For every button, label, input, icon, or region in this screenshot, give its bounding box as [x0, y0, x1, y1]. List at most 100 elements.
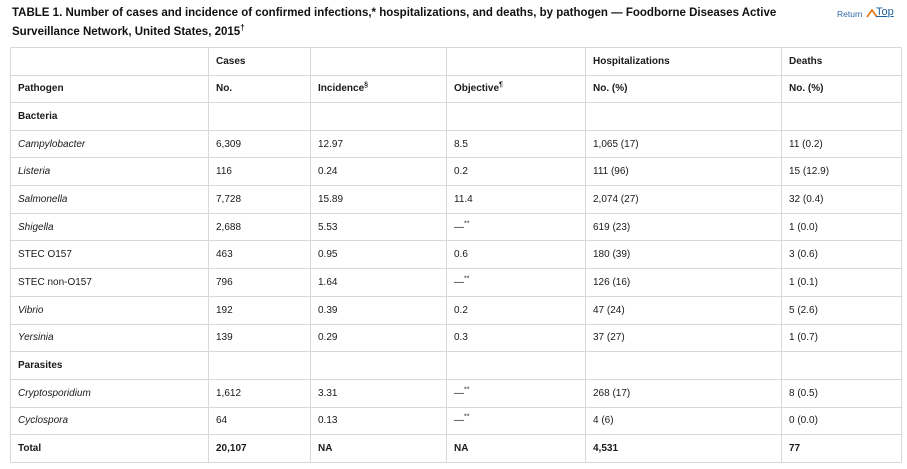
- cases-cell: 1,612: [208, 378, 311, 408]
- objective-cell: —**: [446, 212, 586, 242]
- header-deaths: Deaths: [781, 47, 902, 76]
- total-incidence: NA: [310, 434, 447, 463]
- return-label: Return: [837, 9, 863, 19]
- pathogen-cell: Campylobacter: [10, 129, 209, 159]
- top-label: Top: [876, 6, 894, 18]
- incidence-cell: 0.29: [310, 323, 447, 353]
- pathogen-cell: STEC O157: [10, 240, 209, 270]
- group-label: Bacteria: [10, 102, 209, 131]
- total-deaths: 77: [781, 434, 902, 463]
- cases-cell: 64: [208, 406, 311, 436]
- table-caption-text: TABLE 1. Number of cases and incidence o…: [12, 7, 777, 38]
- cases-cell: 7,728: [208, 185, 311, 214]
- hospitalizations-cell: 268 (17): [585, 378, 782, 408]
- hospitalizations-cell: 1,065 (17): [585, 129, 782, 159]
- header-cell: [10, 47, 209, 76]
- incidence-cell: 3.31: [310, 378, 447, 408]
- table-row: Shigella 2,688 5.53 —** 619 (23) 1 (0.0): [10, 212, 902, 242]
- incidence-cell: 0.39: [310, 295, 447, 325]
- header-cell: [310, 47, 447, 76]
- pathogen-cell: Salmonella: [10, 185, 209, 214]
- pathogen-cell: Cyclospora: [10, 406, 209, 436]
- deaths-cell: 5 (2.6): [781, 295, 902, 325]
- table-row: Campylobacter 6,309 12.97 8.5 1,065 (17)…: [10, 129, 902, 159]
- group-label: Parasites: [10, 351, 209, 380]
- table-row: STEC non-O157 796 1.64 —** 126 (16) 1 (0…: [10, 268, 902, 297]
- header-cases: Cases: [208, 47, 311, 76]
- deaths-cell: 15 (12.9): [781, 157, 902, 187]
- deaths-cell: 1 (0.0): [781, 212, 902, 242]
- cases-cell: 116: [208, 157, 311, 187]
- total-cases: 20,107: [208, 434, 311, 463]
- pathogen-table: Cases Hospitalizations Deaths Pathogen N…: [10, 47, 902, 463]
- cases-cell: 192: [208, 295, 311, 325]
- incidence-cell: 0.95: [310, 240, 447, 270]
- pathogen-cell: Listeria: [10, 157, 209, 187]
- table-row: Salmonella 7,728 15.89 11.4 2,074 (27) 3…: [10, 185, 902, 214]
- hospitalizations-cell: 37 (27): [585, 323, 782, 353]
- deaths-cell: 32 (0.4): [781, 185, 902, 214]
- pathogen-cell: Cryptosporidium: [10, 378, 209, 408]
- total-label: Total: [10, 434, 209, 463]
- objective-cell: 0.3: [446, 323, 586, 353]
- deaths-cell: 1 (0.1): [781, 268, 902, 297]
- objective-cell: 11.4: [446, 185, 586, 214]
- header-objective: Objective¶: [446, 74, 586, 103]
- header-incidence: Incidence§: [310, 74, 447, 103]
- cases-cell: 2,688: [208, 212, 311, 242]
- pathogen-cell: STEC non-O157: [10, 268, 209, 297]
- cases-cell: 463: [208, 240, 311, 270]
- header-pathogen: Pathogen: [10, 74, 209, 103]
- group-row-bacteria: Bacteria: [10, 102, 902, 131]
- objective-cell: 0.2: [446, 157, 586, 187]
- hospitalizations-cell: 180 (39): [585, 240, 782, 270]
- hospitalizations-cell: 2,074 (27): [585, 185, 782, 214]
- deaths-cell: 1 (0.7): [781, 323, 902, 353]
- incidence-cell: 1.64: [310, 268, 447, 297]
- incidence-cell: 0.13: [310, 406, 447, 436]
- incidence-footnote-mark: §: [364, 81, 369, 89]
- pathogen-cell: Yersinia: [10, 323, 209, 353]
- objective-cell: —**: [446, 268, 586, 297]
- header-row-groups: Cases Hospitalizations Deaths: [10, 47, 902, 76]
- hospitalizations-cell: 111 (96): [585, 157, 782, 187]
- objective-footnote-mark: ¶: [499, 81, 503, 89]
- caption-footnote-mark: †: [240, 23, 245, 33]
- total-objective: NA: [446, 434, 586, 463]
- total-hospitalizations: 4,531: [585, 434, 782, 463]
- return-to-top-link[interactable]: Return Top: [837, 4, 901, 22]
- hospitalizations-cell: 4 (6): [585, 406, 782, 436]
- objective-cell: 0.6: [446, 240, 586, 270]
- table-row: Cyclospora 64 0.13 —** 4 (6) 0 (0.0): [10, 406, 902, 436]
- deaths-cell: 0 (0.0): [781, 406, 902, 436]
- incidence-cell: 15.89: [310, 185, 447, 214]
- table-row: Yersinia 139 0.29 0.3 37 (27) 1 (0.7): [10, 323, 902, 353]
- total-row: Total 20,107 NA NA 4,531 77: [10, 434, 902, 463]
- deaths-cell: 11 (0.2): [781, 129, 902, 159]
- table-row: Listeria 116 0.24 0.2 111 (96) 15 (12.9): [10, 157, 902, 187]
- objective-cell: 8.5: [446, 129, 586, 159]
- pathogen-cell: Vibrio: [10, 295, 209, 325]
- cases-cell: 796: [208, 268, 311, 297]
- header-hospitalizations: Hospitalizations: [585, 47, 782, 76]
- cases-cell: 139: [208, 323, 311, 353]
- header-cases-no: No.: [208, 74, 311, 103]
- table-caption: TABLE 1. Number of cases and incidence o…: [12, 4, 812, 42]
- table-row: STEC O157 463 0.95 0.6 180 (39) 3 (0.6): [10, 240, 902, 270]
- table-row: Cryptosporidium 1,612 3.31 —** 268 (17) …: [10, 378, 902, 408]
- objective-cell: 0.2: [446, 295, 586, 325]
- cases-cell: 6,309: [208, 129, 311, 159]
- objective-cell: —**: [446, 406, 586, 436]
- pathogen-cell: Shigella: [10, 212, 209, 242]
- objective-cell: —**: [446, 378, 586, 408]
- header-hosp-no-pct: No. (%): [585, 74, 782, 103]
- table-row: Vibrio 192 0.39 0.2 47 (24) 5 (2.6): [10, 295, 902, 325]
- deaths-cell: 3 (0.6): [781, 240, 902, 270]
- hospitalizations-cell: 47 (24): [585, 295, 782, 325]
- incidence-cell: 12.97: [310, 129, 447, 159]
- hospitalizations-cell: 126 (16): [585, 268, 782, 297]
- header-deaths-no-pct: No. (%): [781, 74, 902, 103]
- header-cell: [446, 47, 586, 76]
- return-arrow-icon: [866, 8, 878, 18]
- hospitalizations-cell: 619 (23): [585, 212, 782, 242]
